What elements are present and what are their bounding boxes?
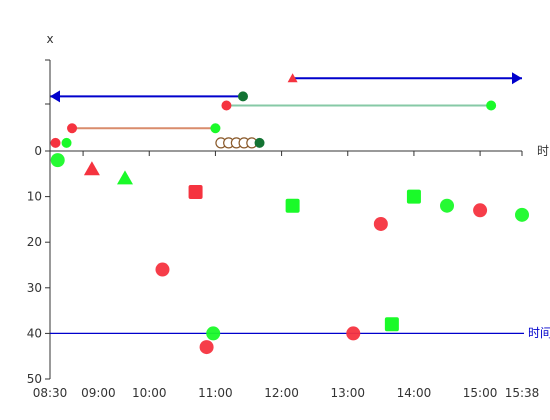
event-marker [61, 137, 72, 148]
data-point [50, 153, 65, 168]
event-span-start [67, 123, 78, 134]
event-arrowhead [512, 72, 522, 85]
event-span-start [221, 100, 232, 111]
data-point [206, 326, 221, 341]
x-tick-label: 10:00 [132, 386, 167, 400]
event-area [50, 72, 522, 149]
y-tick-label: 0 [34, 144, 42, 158]
data-point [285, 198, 300, 213]
data-point [346, 326, 361, 341]
y-tick-label: 10 [27, 190, 42, 204]
y-tick-label: 20 [27, 235, 42, 249]
data-point [83, 161, 100, 176]
y-tick-label: 40 [27, 326, 42, 340]
data-point [188, 185, 203, 200]
x-tick-label: 11:00 [198, 386, 233, 400]
data-point [440, 198, 455, 213]
x-axis-label: 时 [537, 144, 549, 158]
event-arrowhead [50, 90, 60, 103]
event-end-marker [237, 91, 248, 102]
data-point [406, 189, 421, 204]
x-tick-label: 09:00 [81, 386, 116, 400]
data-point [473, 203, 488, 218]
data-point [199, 340, 214, 355]
event-span-end [486, 100, 497, 111]
y-tick-label: 30 [27, 281, 42, 295]
data-point [384, 317, 399, 332]
data-point [155, 262, 170, 277]
x-tick-label: 15:00 [463, 386, 498, 400]
x-tick-label: 08:30 [33, 386, 68, 400]
data-point [373, 216, 388, 231]
points [50, 153, 529, 355]
x-tick-label: 15:38 [505, 386, 540, 400]
x-tick-label: 13:00 [330, 386, 365, 400]
y-tick-label: 50 [27, 372, 42, 386]
event-marker [50, 137, 61, 148]
data-point [515, 207, 529, 222]
ref-line-label: 时间 [528, 326, 550, 340]
event-start-marker [287, 73, 298, 83]
event-marker [254, 137, 265, 148]
x-tick-label: 14:00 [397, 386, 432, 400]
event-span-end [210, 123, 221, 134]
x-tick-label: 12:00 [264, 386, 299, 400]
data-point [116, 170, 133, 185]
y-axis-label: x [46, 32, 53, 46]
